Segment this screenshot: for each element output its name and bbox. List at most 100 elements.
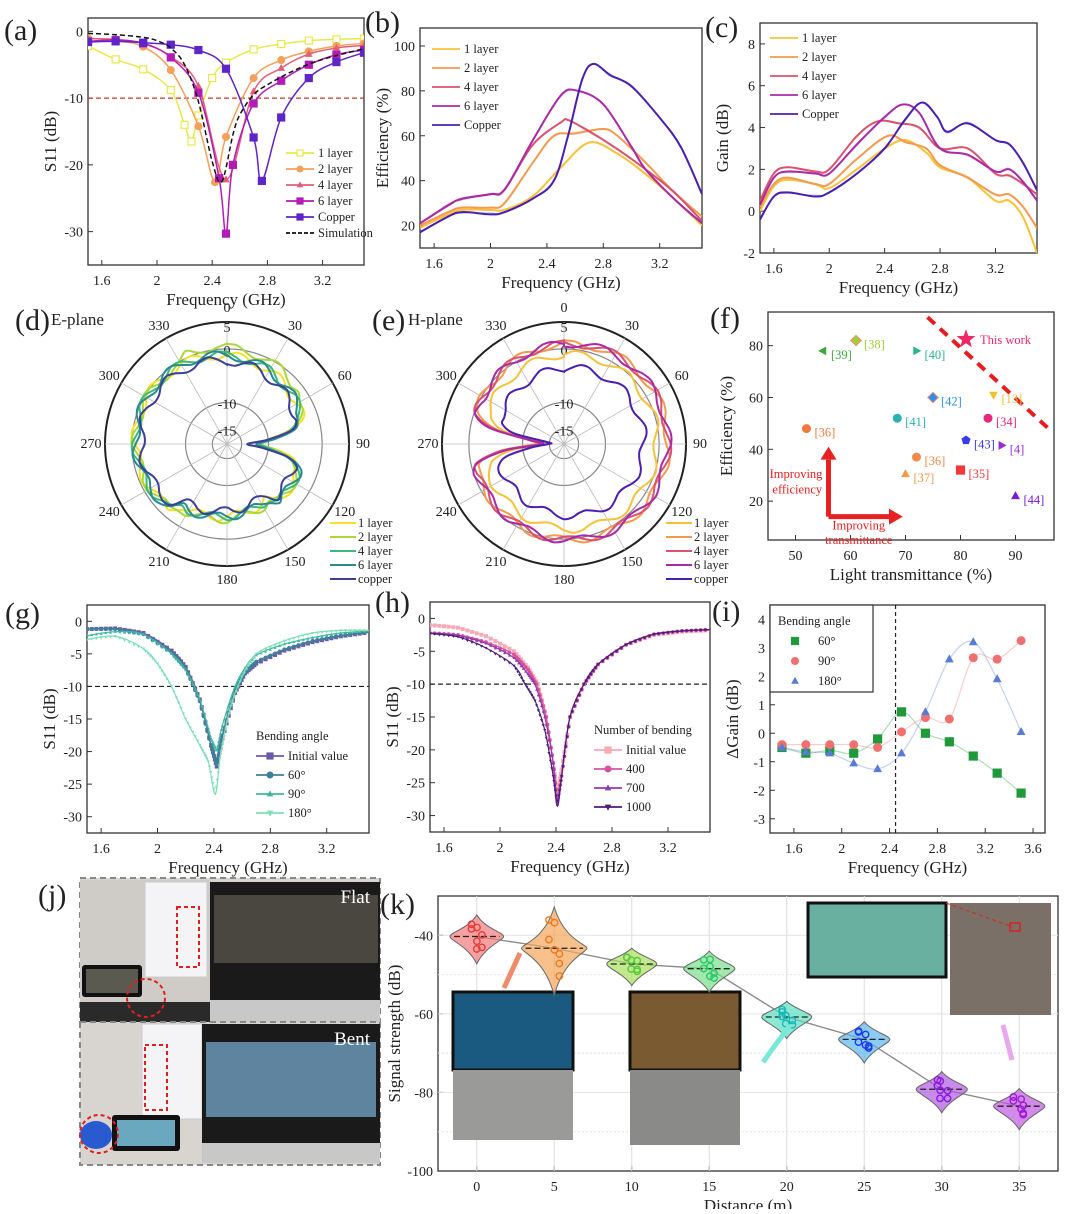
data-point bbox=[222, 175, 230, 183]
data-point bbox=[160, 670, 164, 673]
data-point bbox=[493, 652, 497, 656]
panel-k: 0 5 10 15 20 25 30 35 -40 -60 -80 -100 Distance (m) S… bbox=[380, 888, 1059, 1214]
data-point bbox=[430, 622, 433, 627]
data-point bbox=[296, 639, 301, 642]
data-point bbox=[532, 680, 536, 684]
x-tick-label: 50 bbox=[789, 549, 803, 564]
data-point bbox=[538, 714, 542, 718]
inset-photo-35m-hall bbox=[950, 903, 1051, 1015]
data-point bbox=[498, 648, 502, 652]
y-axis-label: S11 (dB) bbox=[41, 111, 60, 172]
series-line-simulation bbox=[88, 32, 364, 184]
data-point-60° bbox=[992, 768, 1002, 778]
data-point bbox=[214, 785, 218, 789]
y-tick-label: -1 bbox=[753, 756, 765, 771]
data-point bbox=[301, 641, 306, 646]
y-tick-label: 80 bbox=[749, 340, 763, 355]
data-point bbox=[132, 631, 136, 635]
y-tick-label: -5 bbox=[70, 648, 82, 663]
data-point bbox=[221, 742, 225, 746]
data-point bbox=[446, 624, 451, 629]
x-tick-label: 5 bbox=[551, 1180, 558, 1195]
y-tick-label: -3 bbox=[753, 813, 765, 828]
violin-point bbox=[550, 945, 559, 954]
violin-point bbox=[555, 950, 564, 958]
legend-label: 2 layer bbox=[694, 530, 729, 544]
angle-tick-label: 210 bbox=[486, 555, 507, 570]
y-tick-label: 2 bbox=[758, 670, 765, 685]
legend-marker bbox=[791, 676, 799, 684]
data-point bbox=[88, 37, 93, 47]
data-point bbox=[564, 745, 568, 749]
legend-label: 6 layer bbox=[694, 558, 729, 572]
data-point bbox=[218, 736, 222, 740]
data-point bbox=[638, 638, 642, 642]
data-point bbox=[521, 679, 525, 683]
polar-series-4-layer bbox=[130, 349, 302, 522]
y-tick-label: -10 bbox=[63, 680, 82, 695]
data-point bbox=[353, 629, 357, 633]
legend-label: Initial value bbox=[626, 743, 686, 757]
legend-marker bbox=[604, 784, 612, 791]
data-point bbox=[137, 632, 141, 635]
data-point bbox=[193, 688, 197, 691]
legend-label: 180° bbox=[288, 806, 312, 820]
legend-label: 6 layer bbox=[358, 558, 393, 572]
x-tick-label: 70 bbox=[899, 549, 913, 564]
data-point bbox=[166, 66, 175, 75]
data-point bbox=[560, 775, 564, 778]
data-point bbox=[325, 633, 329, 637]
violin-point bbox=[545, 935, 553, 944]
y-tick-label: -30 bbox=[64, 226, 83, 241]
data-point bbox=[465, 636, 469, 640]
data-point bbox=[220, 723, 224, 727]
data-point bbox=[332, 57, 341, 67]
data-point bbox=[287, 641, 291, 645]
radial-tick-label: 5 bbox=[561, 321, 568, 336]
data-point bbox=[292, 640, 296, 644]
legend-label: 90° bbox=[818, 654, 836, 668]
data-point bbox=[531, 696, 535, 700]
series-line-6-layer bbox=[760, 103, 1037, 206]
angle-tick-label: 90 bbox=[356, 437, 370, 452]
series-line-initial-value bbox=[87, 627, 369, 768]
violin-point bbox=[943, 1094, 952, 1103]
series-line-4-layer bbox=[760, 119, 1037, 202]
data-point bbox=[206, 760, 210, 764]
data-point bbox=[231, 691, 235, 695]
y-tick-label: 40 bbox=[401, 175, 415, 190]
data-point bbox=[191, 683, 195, 686]
data-point-90° bbox=[849, 740, 859, 750]
data-point bbox=[174, 696, 178, 699]
legend-marker bbox=[266, 810, 274, 817]
data-point bbox=[203, 717, 207, 721]
label-bent: Bent bbox=[334, 1029, 371, 1050]
series-raw-4-layer bbox=[760, 119, 1037, 203]
x-tick-label: 1.6 bbox=[765, 262, 783, 277]
y-tick-label: -25 bbox=[406, 777, 425, 792]
inset-photo-5m-hall bbox=[453, 1070, 573, 1140]
panel-e: 0 30 60 90 120 150 180 210 240 270 300 330 5 0 -10 -15 (… bbox=[372, 301, 729, 588]
photo-flat-display-screen bbox=[86, 969, 138, 993]
data-point bbox=[311, 631, 315, 635]
data-point bbox=[231, 699, 235, 703]
violin-5m bbox=[520, 905, 588, 998]
data-point bbox=[209, 771, 213, 774]
data-point bbox=[324, 636, 329, 641]
y-tick-label: 2 bbox=[748, 163, 755, 178]
legend-marker bbox=[791, 657, 799, 665]
data-point bbox=[268, 653, 273, 658]
data-point bbox=[103, 627, 108, 632]
y-tick-label: 80 bbox=[401, 85, 415, 100]
data-point bbox=[442, 624, 447, 629]
series-line-1-layer bbox=[88, 37, 364, 143]
series-raw-1-layer bbox=[760, 139, 1037, 253]
panel-label: (f) bbox=[710, 302, 740, 335]
data-point bbox=[247, 664, 251, 667]
data-point bbox=[245, 667, 249, 671]
point-label: [39] bbox=[831, 348, 852, 362]
data-point bbox=[123, 630, 127, 634]
scatter-point bbox=[983, 413, 993, 423]
series-group bbox=[87, 626, 369, 796]
